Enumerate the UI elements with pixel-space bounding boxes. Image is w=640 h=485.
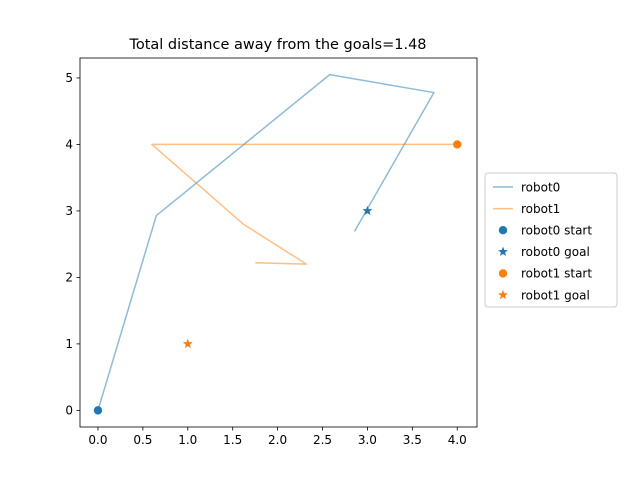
chart-title: Total distance away from the goals=1.48 (128, 37, 426, 53)
y-tick-label: 1 (65, 337, 73, 351)
x-tick-label: 3.0 (358, 433, 377, 447)
legend-swatch-robot0-goal (498, 246, 508, 257)
y-tick-label: 2 (65, 271, 73, 285)
marker-robot1-goal (182, 338, 193, 349)
y-tick-label: 0 (65, 404, 73, 418)
legend-label-robot0-goal: robot0 goal (521, 245, 590, 259)
x-tick-label: 0.5 (133, 433, 152, 447)
y-tick-label: 3 (65, 204, 73, 218)
legend: robot0 robot1 robot0 start robot0 goal robot… (484, 172, 618, 308)
marker-robot0-goal (362, 205, 373, 216)
legend-label-robot1-goal: robot1 goal (521, 288, 590, 302)
legend-label-robot0-start: robot0 start (521, 224, 592, 238)
legend-label-robot0: robot0 (521, 180, 560, 194)
legend-swatch-robot1-goal (498, 289, 508, 300)
x-tick-label: 1.5 (223, 433, 242, 447)
axes-frame (79, 57, 478, 428)
x-tick-label: 3.5 (403, 433, 422, 447)
plot-area: 0.0 0.5 1.0 1.5 2.0 2.5 3.0 3.5 4.0 0 1 2 3 4 5 (65, 57, 478, 447)
marker-robot1-start (453, 140, 462, 149)
legend-box (484, 172, 618, 308)
legend-swatch-robot1-start (498, 269, 508, 278)
marker-robot0-start (93, 406, 103, 415)
x-tick-label: 4.0 (448, 433, 467, 447)
x-tick-label: 1.0 (178, 433, 197, 447)
legend-label-robot1-start: robot1 start (521, 267, 592, 281)
y-tick-label: 4 (65, 138, 73, 152)
series-line-robot0 (97, 73, 435, 412)
x-tick-label: 2.0 (268, 433, 287, 447)
series-line-robot1 (151, 143, 458, 265)
x-tick-label: 2.5 (313, 433, 332, 447)
legend-label-robot1: robot1 (521, 202, 560, 216)
y-tick-label: 5 (65, 71, 73, 85)
legend-swatch-robot0-start (498, 226, 508, 235)
x-tick-label: 0.0 (88, 433, 107, 447)
